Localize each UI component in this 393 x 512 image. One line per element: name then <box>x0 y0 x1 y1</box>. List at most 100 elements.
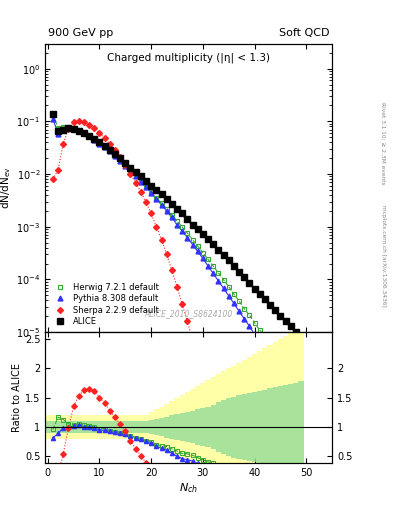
Pythia 8.308 default <box>51 116 55 122</box>
Herwig 7.2.1 default <box>87 133 92 139</box>
Herwig 7.2.1 default <box>304 395 309 401</box>
Pythia 8.308 default <box>56 131 61 137</box>
Herwig 7.2.1 default <box>278 357 283 364</box>
Pythia 8.308 default <box>206 263 210 269</box>
Herwig 7.2.1 default <box>61 124 66 130</box>
ALICE <box>206 236 210 242</box>
ALICE <box>113 151 118 157</box>
ALICE <box>76 128 81 134</box>
Herwig 7.2.1 default <box>174 218 179 224</box>
ALICE <box>231 263 236 269</box>
ALICE <box>102 143 107 149</box>
Pythia 8.308 default <box>200 255 205 262</box>
ALICE <box>242 274 246 281</box>
ALICE <box>123 160 128 166</box>
Sherpa 2.2.9 default <box>206 397 210 403</box>
Pythia 8.308 default <box>66 125 71 131</box>
ALICE <box>226 258 231 264</box>
ALICE <box>174 206 179 212</box>
Herwig 7.2.1 default <box>195 243 200 249</box>
Sherpa 2.2.9 default <box>149 210 154 217</box>
ALICE <box>221 252 226 258</box>
X-axis label: $N_{ch}$: $N_{ch}$ <box>179 481 198 495</box>
Pythia 8.308 default <box>149 190 154 196</box>
Herwig 7.2.1 default <box>200 250 205 256</box>
Herwig 7.2.1 default <box>164 206 169 212</box>
Text: Charged multiplicity (|η| < 1.3): Charged multiplicity (|η| < 1.3) <box>107 52 270 62</box>
Herwig 7.2.1 default <box>107 148 112 155</box>
Herwig 7.2.1 default <box>133 174 138 180</box>
Pythia 8.308 default <box>252 331 257 337</box>
Herwig 7.2.1 default <box>123 163 128 169</box>
Pythia 8.308 default <box>283 378 288 384</box>
Pythia 8.308 default <box>294 394 298 400</box>
ALICE <box>237 269 241 275</box>
ALICE <box>154 187 159 193</box>
ALICE <box>87 133 92 139</box>
Herwig 7.2.1 default <box>76 127 81 133</box>
ALICE <box>304 339 309 346</box>
Pythia 8.308 default <box>273 362 277 369</box>
Sherpa 2.2.9 default <box>226 489 231 496</box>
Pythia 8.308 default <box>71 126 76 132</box>
ALICE <box>138 174 143 180</box>
Herwig 7.2.1 default <box>257 327 262 333</box>
Sherpa 2.2.9 default <box>97 130 102 136</box>
Sherpa 2.2.9 default <box>159 237 164 243</box>
Pythia 8.308 default <box>164 208 169 214</box>
Pythia 8.308 default <box>102 144 107 151</box>
Y-axis label: Ratio to ALICE: Ratio to ALICE <box>12 363 22 432</box>
Pythia 8.308 default <box>113 153 118 159</box>
Herwig 7.2.1 default <box>185 230 190 236</box>
Herwig 7.2.1 default <box>216 270 221 276</box>
Line: Pythia 8.308 default: Pythia 8.308 default <box>51 117 309 415</box>
Pythia 8.308 default <box>288 386 293 392</box>
Sherpa 2.2.9 default <box>128 171 133 177</box>
Herwig 7.2.1 default <box>82 130 86 136</box>
Sherpa 2.2.9 default <box>118 154 123 160</box>
Y-axis label: $\mathrm{dN/dN_{ev}}$: $\mathrm{dN/dN_{ev}}$ <box>0 166 13 209</box>
ALICE <box>97 139 102 145</box>
Line: Sherpa 2.2.9 default: Sherpa 2.2.9 default <box>51 119 231 495</box>
ALICE <box>252 286 257 292</box>
Herwig 7.2.1 default <box>273 350 277 356</box>
Pythia 8.308 default <box>82 131 86 137</box>
Herwig 7.2.1 default <box>66 124 71 130</box>
Pythia 8.308 default <box>190 242 195 248</box>
Herwig 7.2.1 default <box>231 291 236 297</box>
Herwig 7.2.1 default <box>180 224 185 230</box>
Sherpa 2.2.9 default <box>169 267 174 273</box>
ALICE <box>216 246 221 252</box>
Pythia 8.308 default <box>221 285 226 291</box>
Herwig 7.2.1 default <box>51 112 55 118</box>
ALICE <box>107 146 112 153</box>
Herwig 7.2.1 default <box>299 388 303 394</box>
Herwig 7.2.1 default <box>263 334 267 340</box>
Sherpa 2.2.9 default <box>56 167 61 173</box>
Herwig 7.2.1 default <box>71 125 76 131</box>
Text: ALICE_2010_S8624100: ALICE_2010_S8624100 <box>145 309 233 318</box>
Herwig 7.2.1 default <box>242 306 246 312</box>
Line: ALICE: ALICE <box>50 112 309 346</box>
Pythia 8.308 default <box>263 347 267 353</box>
Pythia 8.308 default <box>257 339 262 345</box>
Sherpa 2.2.9 default <box>164 251 169 258</box>
Sherpa 2.2.9 default <box>51 176 55 182</box>
ALICE <box>143 178 148 184</box>
ALICE <box>273 307 277 313</box>
ALICE <box>149 183 154 189</box>
Herwig 7.2.1 default <box>149 189 154 196</box>
Sherpa 2.2.9 default <box>102 135 107 141</box>
ALICE <box>82 131 86 137</box>
Pythia 8.308 default <box>304 409 309 415</box>
Legend: Herwig 7.2.1 default, Pythia 8.308 default, Sherpa 2.2.9 default, ALICE: Herwig 7.2.1 default, Pythia 8.308 defau… <box>50 281 160 328</box>
ALICE <box>247 280 252 286</box>
ALICE <box>268 302 272 308</box>
Herwig 7.2.1 default <box>102 144 107 150</box>
ALICE <box>118 155 123 161</box>
Line: Herwig 7.2.1 default: Herwig 7.2.1 default <box>51 113 309 401</box>
Herwig 7.2.1 default <box>226 284 231 290</box>
Herwig 7.2.1 default <box>294 379 298 386</box>
Sherpa 2.2.9 default <box>185 318 190 325</box>
Pythia 8.308 default <box>138 179 143 185</box>
